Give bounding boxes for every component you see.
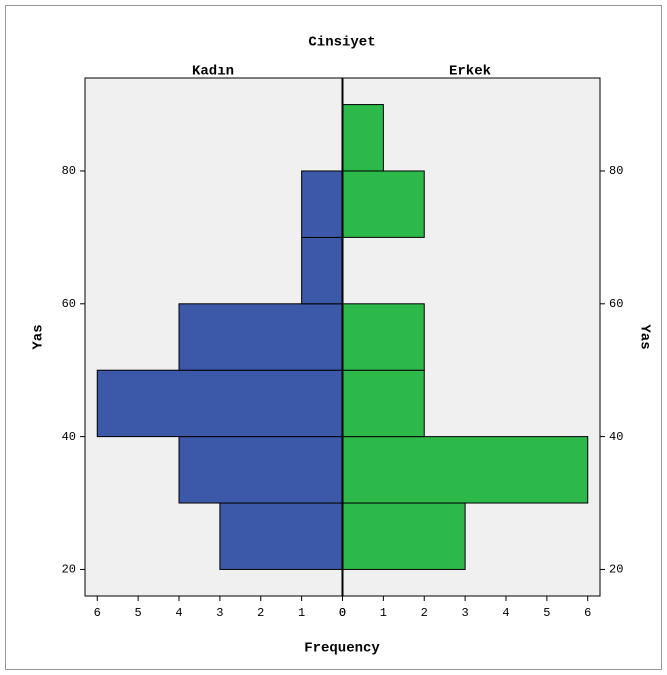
bar [342, 436, 589, 504]
y-tick-label: 80 [609, 164, 623, 178]
bar [342, 104, 384, 172]
bar [342, 303, 425, 371]
x-axis-label: Frequency [304, 641, 380, 657]
panel-label: Erkek [449, 64, 491, 80]
y-tick-label: 20 [62, 563, 76, 577]
y-tick-label: 60 [609, 297, 623, 311]
y-tick-label: 40 [609, 430, 623, 444]
x-tick-label: 0 [339, 606, 346, 620]
y-tick-label: 20 [609, 563, 623, 577]
x-tick-label: 5 [543, 606, 550, 620]
bar [178, 436, 343, 504]
bar [301, 236, 343, 305]
bar [301, 170, 343, 238]
bar [219, 502, 343, 570]
bar [342, 170, 425, 238]
bar [178, 303, 343, 371]
y-tick-label: 40 [62, 430, 76, 444]
x-tick-label: 3 [216, 606, 223, 620]
panel-label: Kadın [192, 64, 234, 80]
chart-title: Cinsiyet [308, 35, 375, 51]
x-tick-label: 4 [502, 606, 509, 620]
x-tick-label: 6 [94, 606, 101, 620]
x-tick-label: 2 [421, 606, 428, 620]
bar [342, 502, 466, 570]
x-tick-label: 0 [339, 606, 346, 620]
x-tick-label: 2 [257, 606, 264, 620]
y-axis-label: Yas [636, 324, 652, 349]
bar [96, 369, 343, 438]
x-tick-label: 6 [584, 606, 591, 620]
bar [342, 369, 425, 438]
y-tick-label: 60 [62, 297, 76, 311]
y-axis-label: Yas [31, 324, 47, 349]
x-tick-label: 5 [135, 606, 142, 620]
x-tick-label: 1 [298, 606, 305, 620]
x-tick-label: 1 [380, 606, 387, 620]
x-tick-label: 3 [462, 606, 469, 620]
x-tick-label: 4 [175, 606, 182, 620]
y-tick-label: 80 [62, 164, 76, 178]
